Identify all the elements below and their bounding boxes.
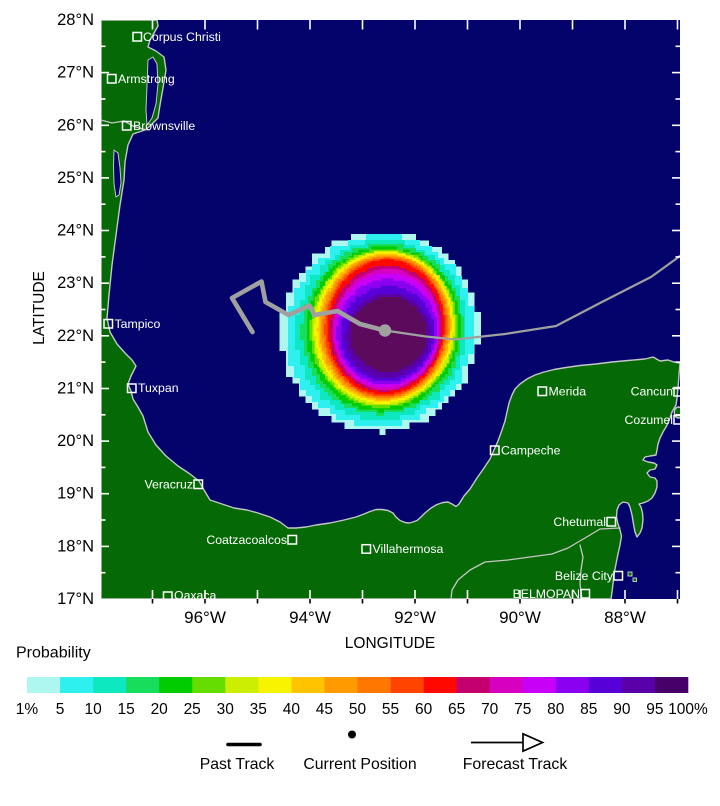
svg-text:30: 30	[217, 701, 235, 718]
svg-text:90: 90	[613, 701, 631, 718]
svg-text:Current Position: Current Position	[303, 756, 416, 773]
svg-text:LATITUDE: LATITUDE	[31, 271, 48, 345]
svg-text:20: 20	[151, 701, 169, 718]
svg-text:Armstrong: Armstrong	[118, 72, 175, 86]
svg-text:5: 5	[56, 701, 65, 718]
svg-text:Oaxaca: Oaxaca	[174, 589, 217, 603]
svg-text:Tampico: Tampico	[115, 317, 161, 331]
svg-text:Merida: Merida	[549, 385, 587, 399]
svg-text:80: 80	[547, 701, 565, 718]
svg-text:18°N: 18°N	[57, 537, 94, 555]
svg-text:19°N: 19°N	[57, 485, 94, 503]
svg-text:LONGITUDE: LONGITUDE	[345, 635, 435, 652]
svg-text:Veracruz: Veracruz	[144, 477, 193, 491]
svg-text:17°N: 17°N	[57, 590, 94, 608]
svg-text:65: 65	[448, 701, 465, 718]
svg-text:60: 60	[415, 701, 433, 718]
svg-text:Coatzacoalcos: Coatzacoalcos	[206, 533, 287, 547]
svg-text:45: 45	[316, 701, 333, 718]
svg-text:75: 75	[514, 701, 531, 718]
svg-text:Corpus Christi: Corpus Christi	[143, 30, 221, 44]
svg-text:Chetumal: Chetumal	[553, 515, 606, 529]
svg-text:40: 40	[283, 701, 301, 718]
svg-text:Campeche: Campeche	[501, 444, 561, 458]
svg-text:96°W: 96°W	[184, 608, 226, 627]
svg-text:28°N: 28°N	[57, 11, 94, 29]
svg-text:Probability: Probability	[16, 645, 91, 662]
svg-text:BELMOPAN: BELMOPAN	[513, 587, 580, 601]
svg-text:1%: 1%	[16, 701, 39, 718]
svg-text:23°N: 23°N	[57, 274, 94, 292]
svg-text:Forecast Track: Forecast Track	[463, 756, 568, 773]
svg-text:92°W: 92°W	[394, 608, 436, 627]
svg-text:21°N: 21°N	[57, 380, 94, 398]
svg-text:10: 10	[84, 701, 102, 718]
svg-text:94°W: 94°W	[289, 608, 331, 627]
svg-text:22°N: 22°N	[57, 327, 94, 345]
svg-text:15: 15	[117, 701, 134, 718]
svg-text:24°N: 24°N	[57, 222, 94, 240]
svg-text:25: 25	[184, 701, 201, 718]
svg-text:70: 70	[481, 701, 499, 718]
svg-text:55: 55	[382, 701, 399, 718]
svg-text:88°W: 88°W	[604, 608, 646, 627]
svg-text:Brownsville: Brownsville	[133, 119, 195, 133]
svg-text:Tuxpan: Tuxpan	[138, 381, 179, 395]
svg-text:35: 35	[250, 701, 267, 718]
svg-text:27°N: 27°N	[57, 64, 94, 82]
svg-text:Cozumel: Cozumel	[624, 413, 673, 427]
svg-text:Villahermosa: Villahermosa	[373, 542, 444, 556]
svg-text:85: 85	[580, 701, 597, 718]
svg-text:90°W: 90°W	[499, 608, 541, 627]
svg-text:50: 50	[349, 701, 367, 718]
svg-text:95: 95	[646, 701, 663, 718]
svg-text:20°N: 20°N	[57, 432, 94, 450]
svg-text:Past Track: Past Track	[200, 756, 275, 773]
svg-text:Cancun: Cancun	[631, 385, 674, 399]
svg-text:25°N: 25°N	[57, 169, 94, 187]
svg-text:26°N: 26°N	[57, 116, 94, 134]
svg-text:100%: 100%	[668, 701, 708, 718]
svg-text:Belize City: Belize City	[555, 569, 614, 583]
